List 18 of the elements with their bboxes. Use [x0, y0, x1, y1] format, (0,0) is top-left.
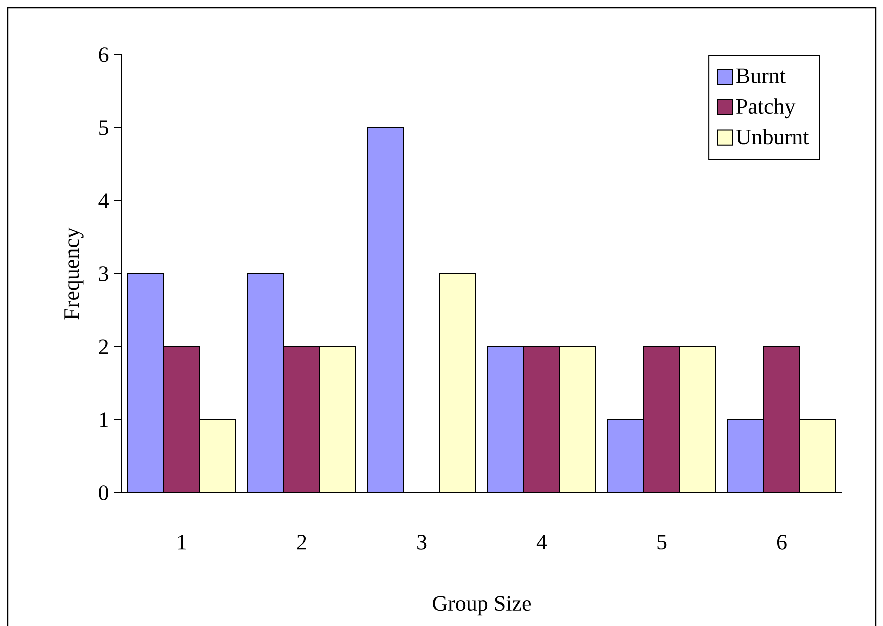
x-axis-title: Group Size — [433, 596, 531, 616]
y-tick-label: 5 — [100, 120, 108, 136]
legend-label: Patchy — [736, 98, 796, 119]
x-tick-label: 4 — [536, 535, 548, 550]
x-tick-label: 2 — [297, 535, 306, 550]
y-tick-label: 2 — [99, 340, 108, 354]
y-tick-label: 6 — [99, 48, 109, 62]
y-tick-label: 1 — [100, 412, 108, 428]
y-axis-title: Frequency — [64, 228, 84, 320]
y-tick-label: 0 — [99, 486, 108, 500]
legend-label: Unburnt — [736, 129, 810, 145]
y-tick-label: 4 — [98, 194, 109, 208]
legend-label: Burnt — [736, 68, 786, 84]
x-tick-label: 5 — [658, 535, 667, 550]
x-tick-label: 3 — [418, 535, 427, 550]
y-tick-label: 3 — [99, 266, 108, 282]
x-tick-label: 1 — [178, 535, 186, 550]
x-tick-label: 6 — [777, 535, 787, 550]
